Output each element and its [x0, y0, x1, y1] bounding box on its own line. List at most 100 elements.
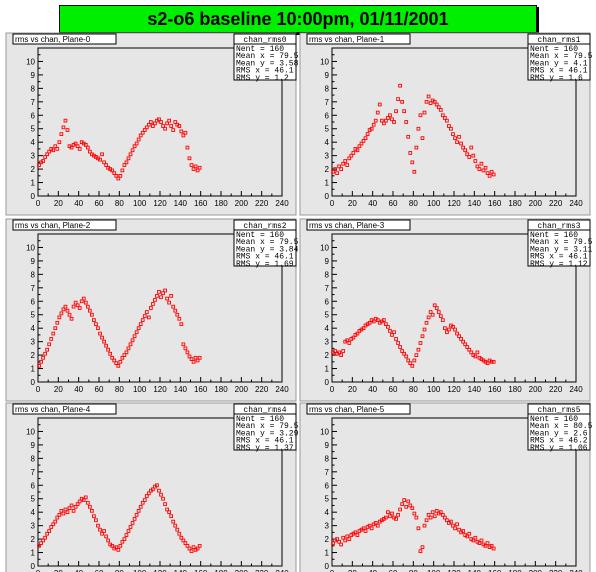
- data-point: [386, 510, 390, 515]
- stats-line: Nent = 160: [530, 45, 578, 54]
- data-point: [404, 354, 409, 359]
- data-point: [179, 322, 184, 326]
- data-point: [151, 124, 155, 128]
- data-point: [428, 515, 433, 520]
- data-point: [428, 101, 433, 106]
- stats-name: chan_rms0: [243, 36, 286, 45]
- data-point: [98, 527, 102, 532]
- x-tick-label: 240: [275, 199, 289, 208]
- data-point: [71, 508, 76, 513]
- data-point: [77, 147, 82, 151]
- y-tick-label: 1: [31, 549, 36, 558]
- x-tick-label: 40: [74, 385, 83, 394]
- data-point: [81, 498, 86, 502]
- x-tick-label: 200: [529, 385, 543, 394]
- data-point: [116, 176, 121, 181]
- data-point: [37, 364, 41, 368]
- data-point: [457, 334, 461, 339]
- data-point: [345, 163, 350, 167]
- data-point: [151, 302, 155, 306]
- data-point: [136, 508, 141, 513]
- data-point: [57, 513, 62, 517]
- x-tick-label: 40: [368, 569, 377, 572]
- data-point: [426, 315, 431, 320]
- x-tick-label: 180: [214, 199, 228, 208]
- data-point: [77, 306, 82, 310]
- data-point: [55, 147, 60, 151]
- data-point: [49, 337, 54, 341]
- data-point: [61, 125, 66, 130]
- x-tick-label: 0: [330, 569, 335, 572]
- data-point: [347, 341, 352, 345]
- data-point: [396, 97, 400, 101]
- x-tick-label: 200: [235, 569, 249, 572]
- data-point: [339, 353, 343, 357]
- data-point: [102, 529, 106, 533]
- data-point: [142, 498, 147, 502]
- panel-title-bg: [12, 33, 117, 45]
- data-point: [43, 351, 47, 356]
- stats-line: RMS x = 46.1: [236, 253, 294, 262]
- data-point: [424, 320, 429, 325]
- stats-name: chan_rms4: [243, 406, 286, 415]
- y-tick-label: 8: [325, 270, 330, 279]
- y-tick-label: 9: [325, 257, 330, 266]
- stats-line: RMS x = 46.1: [530, 253, 588, 262]
- x-tick-label: 100: [133, 569, 147, 572]
- stats-line: Mean y = 3.29: [236, 429, 299, 438]
- data-point: [487, 173, 492, 178]
- data-point: [163, 126, 167, 131]
- data-point: [118, 543, 123, 548]
- data-point: [104, 163, 108, 167]
- data-point: [140, 318, 145, 322]
- data-point: [440, 113, 445, 118]
- data-point: [92, 318, 96, 322]
- data-point: [443, 515, 447, 520]
- data-point: [489, 169, 494, 174]
- x-tick-label: 220: [255, 199, 269, 208]
- data-point: [467, 155, 472, 159]
- data-point: [432, 303, 437, 308]
- y-tick-label: 2: [325, 535, 330, 544]
- panel-title-box: rms vs chan, Plane-3: [306, 219, 411, 231]
- data-point: [53, 326, 58, 331]
- data-point: [163, 288, 167, 293]
- data-point: [473, 535, 478, 540]
- data-point: [112, 358, 117, 363]
- data-point: [177, 124, 182, 128]
- data-point: [365, 132, 370, 136]
- data-point: [386, 324, 390, 329]
- data-point: [59, 508, 64, 513]
- data-point: [416, 126, 421, 131]
- data-point: [155, 483, 159, 488]
- stats-line: RMS x = 46.1: [530, 67, 588, 76]
- data-point: [410, 364, 415, 368]
- data-point: [153, 298, 157, 302]
- data-point: [438, 510, 443, 515]
- y-tick-label: 4: [325, 324, 330, 333]
- data-point: [479, 538, 484, 543]
- y-tick-label: 6: [31, 481, 36, 490]
- data-point: [347, 156, 352, 161]
- stats-line: RMS x = 46.2: [530, 437, 588, 446]
- x-tick-label: 200: [235, 199, 249, 208]
- x-tick-label: 140: [174, 569, 188, 572]
- data-point: [159, 295, 163, 300]
- data-point: [197, 165, 202, 170]
- data-point: [451, 523, 455, 528]
- y-tick-label: 9: [31, 71, 36, 80]
- data-point: [410, 160, 415, 165]
- data-point: [124, 160, 129, 165]
- stats-line: Mean y = 3.58: [236, 59, 299, 68]
- data-point: [41, 159, 45, 163]
- data-point: [90, 312, 94, 317]
- data-point: [335, 171, 339, 175]
- data-point: [455, 331, 459, 336]
- data-point: [51, 522, 56, 527]
- stats-line: RMS y = 1.06: [530, 444, 588, 453]
- data-point: [63, 507, 68, 512]
- data-point: [384, 515, 388, 520]
- data-point: [100, 152, 104, 157]
- data-point: [142, 128, 147, 132]
